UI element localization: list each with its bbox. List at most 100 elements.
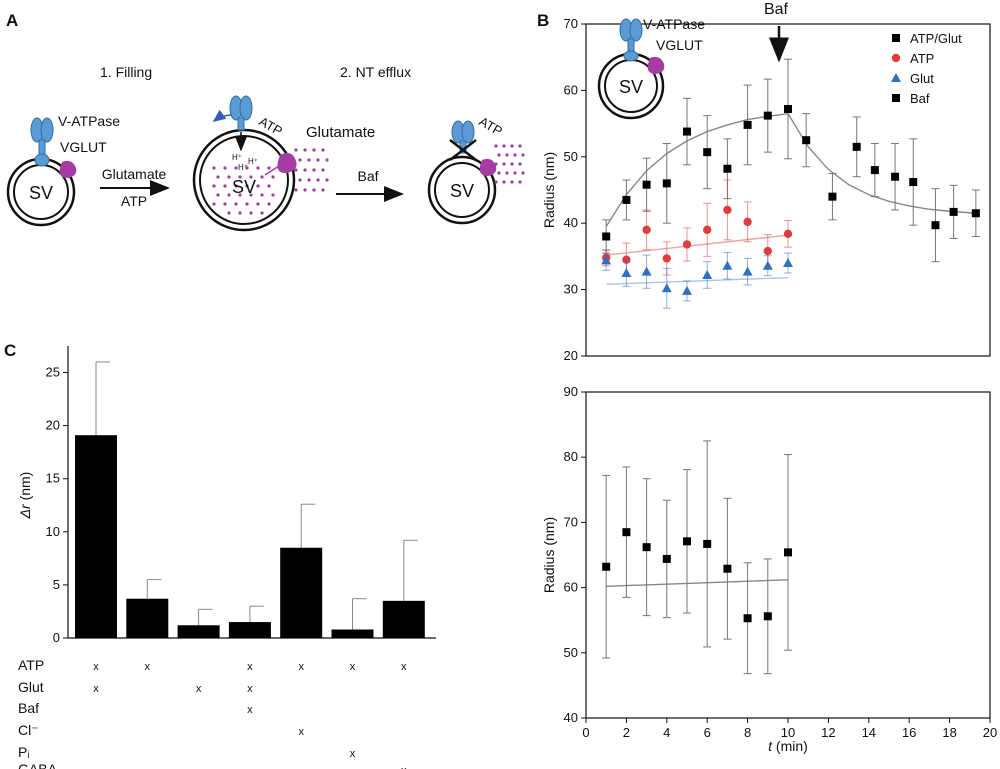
vatpase-icon <box>30 117 54 167</box>
x-tick-label: 0 <box>582 725 589 740</box>
condition-mark: x <box>350 748 356 760</box>
glutamate-dot <box>521 171 525 175</box>
glutamate-dots-outside <box>294 148 329 192</box>
glutamate-dot <box>510 180 514 184</box>
vesicle-3-label: SV <box>450 181 474 201</box>
panel-label-c: C <box>4 341 16 360</box>
glutamate-dot <box>316 158 320 162</box>
x-tick-label: 14 <box>862 725 876 740</box>
y-tick-label: 80 <box>564 449 578 464</box>
step-filling-label: 1. Filling <box>100 64 152 80</box>
data-point <box>602 232 611 241</box>
glutamate-label: Glutamate <box>306 124 375 141</box>
glutamate-import-arrow <box>264 165 280 176</box>
glutamate-dot <box>494 180 498 184</box>
data-point <box>743 217 752 227</box>
panel-label-b: B <box>537 11 549 30</box>
data-point <box>763 111 772 120</box>
data-point <box>723 164 732 173</box>
vatpase-blocked-icon <box>449 120 477 161</box>
data-point <box>931 221 940 230</box>
condition-mark: x <box>93 661 99 673</box>
chart-bottom-axes: 40 50 60 70 80 90 0 2 4 6 8 10 12 14 16 18 20 <box>564 384 998 740</box>
glutamate-dot <box>502 180 506 184</box>
chart-c-ylabel: Δr (nm) <box>17 472 33 520</box>
data-point <box>641 266 652 276</box>
glutamate-dots-inside <box>212 166 275 215</box>
condition-mark: x <box>247 704 253 716</box>
glutamate-dot <box>267 166 271 170</box>
data-point <box>642 225 651 235</box>
data-point <box>723 205 732 215</box>
data-point <box>891 172 900 181</box>
glutamate-dot <box>303 188 307 192</box>
legend-label-atp: ATP <box>910 51 934 66</box>
data-point <box>662 179 671 188</box>
data-point <box>763 246 772 256</box>
data-point <box>683 127 691 136</box>
glutamate-dot <box>212 166 216 170</box>
fit-line-atp-glut <box>605 112 789 227</box>
data-point <box>802 136 811 145</box>
data-point <box>702 269 713 279</box>
glutamate-dot <box>245 202 249 206</box>
glutamate-dot <box>271 193 275 197</box>
glutamate-dot <box>518 144 522 148</box>
data-point <box>870 166 879 175</box>
chart-bottom-ylabel: Radius (nm) <box>541 517 557 593</box>
y-tick-label: 60 <box>564 580 578 595</box>
fit-line-baf <box>787 113 976 214</box>
condition-mark: x <box>298 661 304 673</box>
glutamate-dot <box>497 153 501 157</box>
data-point <box>852 142 861 151</box>
data-point <box>601 255 612 265</box>
series-radius <box>602 440 792 675</box>
glutamate-dot <box>521 153 525 157</box>
glutamate-dot <box>227 193 231 197</box>
series-baf <box>802 113 980 263</box>
glutamate-dot <box>249 175 253 179</box>
glutamate-dot <box>223 166 227 170</box>
glutamate-dot <box>303 168 307 172</box>
glutamate-dots-released <box>494 144 525 184</box>
glutamate-dot <box>321 148 325 152</box>
data-point <box>763 612 772 621</box>
glutamate-dot <box>510 144 514 148</box>
proton-label: H⁺ <box>238 163 248 172</box>
y-tick-label: 5 <box>53 577 60 592</box>
chart-top-inset: SV V-ATPase VGLUT <box>597 16 705 120</box>
y-tick-label: 70 <box>564 514 578 529</box>
glutamate-dot <box>234 184 238 188</box>
glutamate-dot <box>260 175 264 179</box>
vesicle-2: SV ATP H⁺ H⁺ H⁺ Glutamate <box>192 95 375 232</box>
legend-label-glut: Glut <box>910 71 934 86</box>
y-tick-label: 30 <box>564 282 578 297</box>
glutamate-dot <box>256 184 260 188</box>
condition-mark: x <box>145 661 151 673</box>
vglut-icon <box>59 160 77 178</box>
atp-hydrolysis-arrow <box>212 109 233 122</box>
y-tick-label: 20 <box>564 348 578 363</box>
glutamate-dot <box>227 175 231 179</box>
condition-mark: x <box>196 683 202 695</box>
chart-bottom-xlabel-unit: (min) <box>772 738 808 754</box>
x-tick-label: 12 <box>821 725 835 740</box>
data-point <box>621 268 632 277</box>
glutamate-dot <box>249 211 253 215</box>
glutamate-dot <box>518 180 522 184</box>
glutamate-dot <box>234 202 238 206</box>
glutamate-dot <box>518 162 522 166</box>
glutamate-dot <box>321 188 325 192</box>
chart-top-y-axis: 20 30 40 50 60 70 <box>564 16 586 363</box>
legend-marker-glut <box>891 73 901 82</box>
fit-line-atp <box>606 234 789 256</box>
series-glut <box>601 249 793 309</box>
vatpase-icon <box>619 18 643 62</box>
glutamate-dot <box>260 211 264 215</box>
glutamate-dot <box>494 144 498 148</box>
x-tick-label: 8 <box>744 725 751 740</box>
glutamate-dot <box>513 153 517 157</box>
glutamate-dot <box>312 168 316 172</box>
